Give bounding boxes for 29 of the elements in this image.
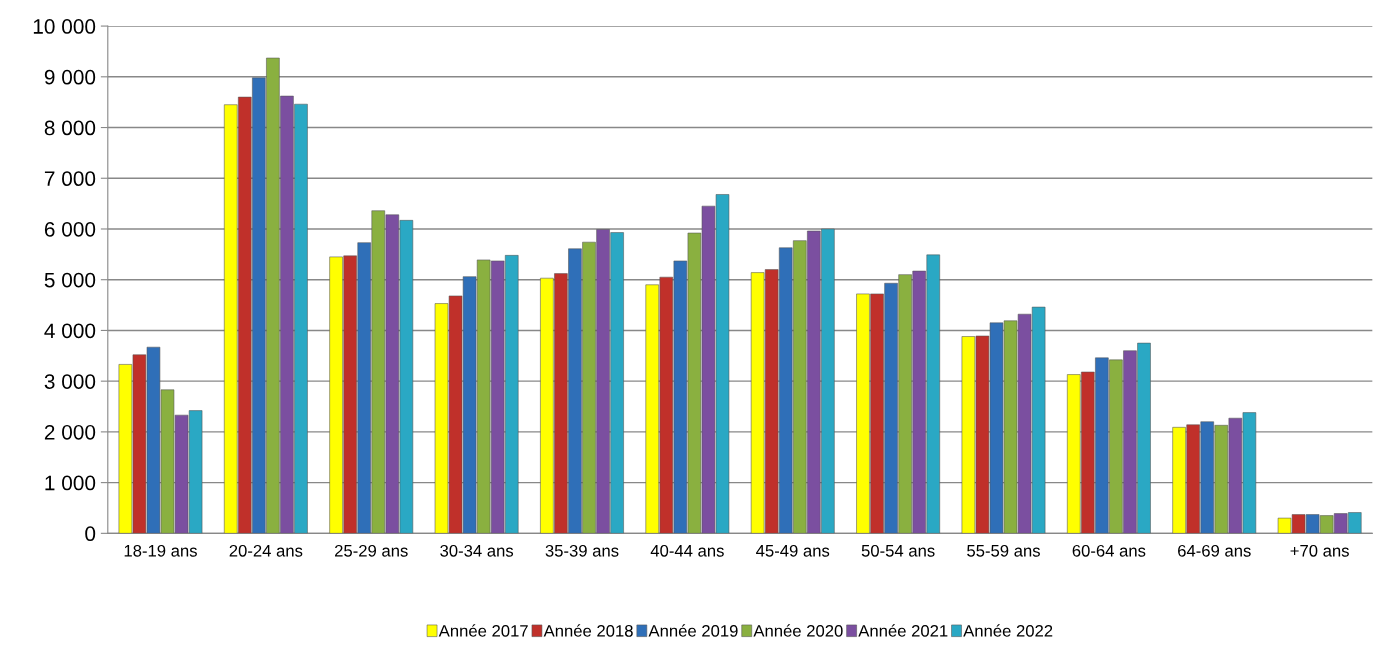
y-tick-label: 5 000: [44, 272, 96, 288]
y-tick-label: 6 000: [44, 221, 96, 237]
y-tick-label: 10 000: [33, 19, 96, 34]
y-tick-label: 1 000: [45, 475, 96, 491]
legend-label: Année 2020: [753, 624, 843, 637]
x-tick-label: 55-59 ans: [967, 544, 1040, 557]
y-tick-label: 7 000: [44, 171, 96, 187]
x-tick-label: 18-19 ans: [124, 544, 197, 557]
x-tick-label: 50-54 ans: [861, 544, 935, 557]
y-tick-label: 9 000: [44, 69, 96, 85]
x-tick-label: 20-24 ans: [229, 544, 303, 557]
x-tick-label: 25-29 ans: [335, 544, 408, 557]
legend-label: Année 2018: [543, 624, 633, 637]
y-tick-label: 8 000: [44, 120, 96, 136]
x-tick-label: 64-69 ans: [1178, 544, 1251, 557]
legend-label: Année 2022: [963, 624, 1053, 637]
x-tick-label: 35-39 ans: [545, 544, 619, 557]
y-tick-label: 0: [85, 526, 96, 542]
legend-label: Année 2019: [648, 624, 738, 637]
x-tick-label: +70 ans: [1290, 544, 1349, 557]
x-tick-label: 45-49 ans: [756, 544, 830, 557]
x-tick-label: 60-64 ans: [1072, 544, 1146, 557]
x-tick-label: 30-34 ans: [440, 544, 514, 557]
legend-label: Année 2017: [438, 624, 528, 637]
x-tick-label: 40-44 ans: [650, 544, 724, 557]
y-tick-label: 3 000: [44, 374, 96, 389]
y-tick-label: 4 000: [44, 323, 96, 339]
legend-label: Année 2021: [858, 624, 948, 637]
y-tick-label: 2 000: [44, 424, 96, 440]
